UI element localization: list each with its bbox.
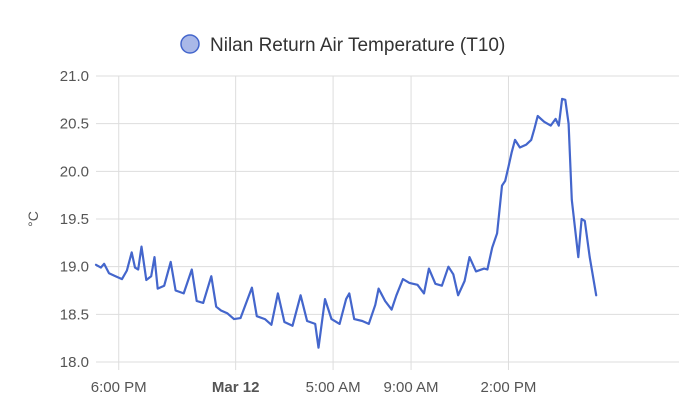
legend[interactable]: Nilan Return Air Temperature (T10) bbox=[180, 34, 505, 56]
y-tick-label: 20.0 bbox=[60, 163, 89, 180]
y-tick-label: 20.5 bbox=[60, 116, 89, 133]
x-tick-label: 9:00 AM bbox=[384, 379, 439, 396]
y-axis-tick-labels: 18.0 18.5 19.0 19.5 20.0 20.5 21.0 bbox=[60, 68, 89, 371]
x-tick-label: Mar 12 bbox=[212, 379, 260, 396]
x-tick-label: 6:00 PM bbox=[91, 379, 147, 396]
series-layer bbox=[94, 97, 598, 349]
y-tick-label: 21.0 bbox=[60, 68, 89, 85]
x-axis-tick-labels: 6:00 PM Mar 12 5:00 AM 9:00 AM 2:00 PM bbox=[91, 379, 537, 396]
x-tick-label: 2:00 PM bbox=[481, 379, 537, 396]
x-tick-label: 5:00 AM bbox=[306, 379, 361, 396]
y-tick-label: 19.5 bbox=[60, 211, 89, 228]
legend-swatch bbox=[180, 34, 200, 54]
gridlines bbox=[96, 75, 679, 370]
y-tick-label: 18.0 bbox=[60, 354, 89, 371]
y-axis-title: °C bbox=[25, 211, 41, 227]
legend-label-series-1: Nilan Return Air Temperature (T10) bbox=[210, 35, 505, 56]
y-tick-label: 18.5 bbox=[60, 306, 89, 323]
series-line-1[interactable] bbox=[94, 97, 598, 349]
y-tick-label: 19.0 bbox=[60, 259, 89, 276]
